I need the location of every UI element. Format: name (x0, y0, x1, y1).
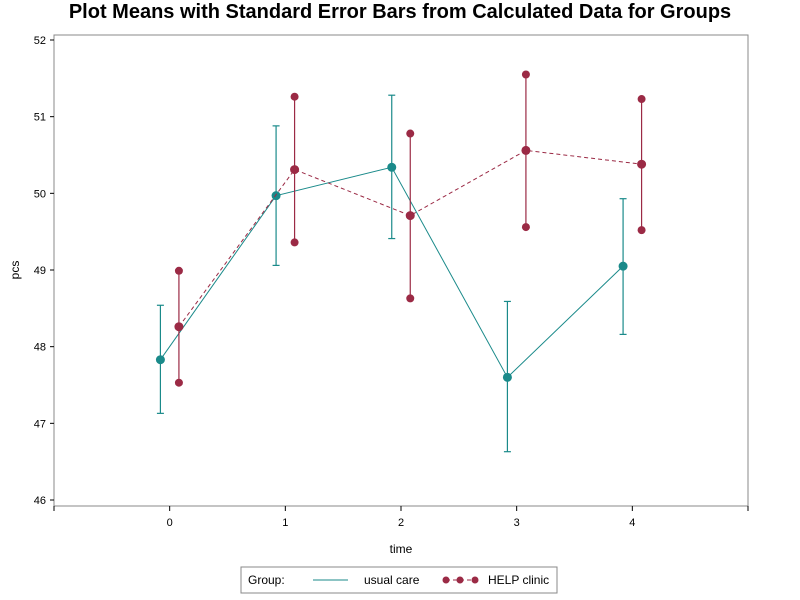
legend-marker-help-clinic (456, 576, 464, 584)
series-layer (155, 70, 647, 453)
series-line-help-clinic (178, 149, 642, 328)
error-marker-help-clinic (290, 92, 299, 101)
error-marker-help-clinic (637, 95, 646, 104)
error-marker-help-clinic (174, 266, 183, 275)
error-marker-help-clinic (521, 223, 530, 232)
error-marker-help-clinic (637, 226, 646, 235)
y-tick-label: 49 (34, 265, 46, 277)
error-marker-help-clinic (406, 129, 415, 138)
x-tick-label: 3 (514, 517, 520, 529)
series-help-clinic (174, 70, 647, 387)
data-point-usual-care (271, 191, 281, 201)
y-tick-label: 46 (34, 495, 46, 507)
legend-box (240, 566, 558, 594)
chart-title: Plot Means with Standard Error Bars from… (68, 1, 732, 23)
y-axis: 46 47 48 49 50 51 52 (34, 35, 54, 507)
error-marker-help-clinic (174, 378, 183, 387)
data-point-help-clinic (405, 211, 415, 221)
plot-frame (53, 34, 749, 507)
x-axis-label: time (390, 542, 413, 556)
x-tick-label: 0 (167, 517, 173, 529)
error-marker-help-clinic (521, 70, 530, 79)
data-point-usual-care (502, 372, 512, 382)
legend-marker-help-clinic (442, 576, 450, 584)
legend-marker-help-clinic (471, 576, 479, 584)
x-tick-label: 1 (282, 517, 288, 529)
x-tick-label: 2 (398, 517, 404, 529)
error-marker-help-clinic (290, 238, 299, 247)
y-axis-label: pcs (8, 261, 22, 280)
legend-label-usual-care: usual care (364, 573, 420, 587)
y-tick-label: 50 (34, 188, 46, 200)
y-tick-label: 47 (34, 418, 46, 430)
series-usual-care (155, 94, 628, 453)
error-marker-help-clinic (406, 294, 415, 303)
data-point-usual-care (155, 355, 165, 365)
y-tick-label: 52 (34, 35, 46, 47)
x-tick-label: 4 (629, 517, 635, 529)
data-point-usual-care (618, 261, 628, 271)
data-point-help-clinic (637, 159, 647, 169)
legend-title: Group: (248, 573, 285, 587)
data-point-help-clinic (521, 145, 531, 155)
x-axis: 0 1 2 3 4 (53, 506, 749, 529)
data-point-usual-care (387, 162, 397, 172)
data-point-help-clinic (174, 322, 184, 332)
data-point-help-clinic (290, 165, 300, 175)
legend-label-help-clinic: HELP clinic (488, 573, 549, 587)
y-tick-label: 48 (34, 342, 46, 354)
y-tick-label: 51 (34, 112, 46, 124)
legend: Group: usual care HELP clinic (240, 566, 558, 594)
